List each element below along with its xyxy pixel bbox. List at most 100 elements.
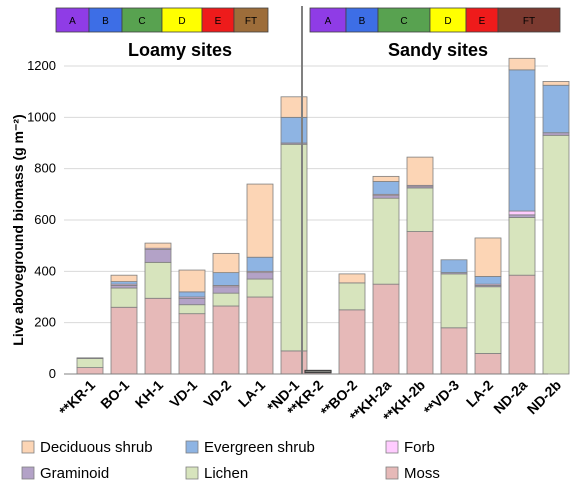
legend-label: Lichen (204, 465, 248, 482)
bar-segment (508, 57, 536, 71)
x-tick-label: KH-1 (132, 377, 167, 412)
bar-segment (246, 296, 274, 375)
color-band (497, 7, 561, 33)
color-band (429, 7, 467, 33)
bar-segment (212, 286, 240, 294)
bar-segment (508, 274, 536, 375)
bar-segment (508, 210, 536, 216)
bar-outline (304, 369, 332, 374)
x-tick-label: ND-2a (490, 377, 530, 417)
bar-segment (338, 273, 366, 284)
bar-segment (474, 286, 502, 354)
color-band (345, 7, 379, 33)
bar-segment (144, 249, 172, 263)
y-tick-label: 1200 (27, 58, 56, 73)
legend-label: Evergreen shrub (204, 439, 315, 456)
color-bands: A B C D E FT A B C D E FT (55, 7, 561, 33)
legend-label: Deciduous shrub (40, 439, 153, 456)
color-band (309, 7, 347, 33)
legend-swatch (185, 440, 199, 454)
bar-segment (406, 187, 434, 232)
color-band (201, 7, 235, 33)
color-band-label: E (215, 16, 222, 27)
bar-segment (212, 272, 240, 286)
bar-segment (440, 273, 468, 329)
color-band-label: B (102, 16, 109, 27)
legend-label: Moss (404, 465, 440, 482)
bar-segment (212, 252, 240, 274)
y-tick-label: 400 (34, 263, 56, 278)
color-band-label: C (400, 16, 407, 27)
bar-segment (110, 287, 138, 308)
bar-segment (406, 156, 434, 186)
color-band-label: B (359, 16, 366, 27)
y-tick-label: 1000 (27, 109, 56, 124)
legend-label: Graminoid (40, 465, 109, 482)
bar-segment (76, 358, 104, 368)
bar-segment (280, 96, 308, 118)
bar-segment (280, 350, 308, 375)
bar-segment (178, 304, 206, 315)
bar-segment (246, 183, 274, 258)
bar-segment (542, 81, 570, 86)
y-tick-label: 600 (34, 212, 56, 227)
x-tick-label: LA-1 (235, 377, 268, 410)
x-tick-label: **VD-3 (421, 377, 463, 419)
color-band-label: E (479, 16, 486, 27)
x-tick-label: BO-1 (97, 377, 132, 412)
bar-segment (178, 297, 206, 306)
bar-segment (372, 181, 400, 195)
bar-segment (110, 274, 138, 282)
bar-segment (474, 237, 502, 277)
color-band (377, 7, 431, 33)
legend-swatch (385, 440, 399, 454)
bar-segment (110, 306, 138, 375)
bar-segment (440, 259, 468, 274)
bar-segment (178, 313, 206, 375)
legend: Deciduous shrub Evergreen shrub Forb Gramin… (21, 439, 440, 482)
y-tick-label: 200 (34, 315, 56, 330)
bar-segment (144, 242, 172, 249)
color-band-label: A (69, 16, 76, 27)
bar-segment (474, 276, 502, 285)
bars (76, 57, 570, 375)
legend-swatch (21, 440, 35, 454)
bar-segment (372, 283, 400, 375)
bar-segment (372, 197, 400, 285)
color-band-label: D (178, 16, 185, 27)
color-band-label: FT (245, 16, 257, 27)
color-band-label: A (325, 16, 332, 27)
color-band-label: C (138, 16, 145, 27)
y-axis-label: Live aboveground biomass (g m⁻²) (10, 114, 26, 345)
bar-segment (76, 367, 104, 375)
bar-segment (212, 292, 240, 307)
x-tick-label: VD-2 (200, 377, 234, 411)
bar-segment (406, 231, 434, 375)
bar-segment (280, 143, 308, 352)
bar-segment (372, 175, 400, 182)
bar-segment (144, 261, 172, 299)
color-band (55, 7, 90, 33)
section-title: Loamy sites (128, 40, 232, 60)
bar-segment (246, 256, 274, 272)
bar-segment (440, 327, 468, 375)
x-tick-label: **KR-1 (56, 377, 98, 419)
y-tick-label: 0 (49, 366, 56, 381)
bar-segment (280, 116, 308, 144)
legend-swatch (185, 466, 199, 480)
bar-segment (246, 278, 274, 298)
bar-segment (474, 353, 502, 375)
bar-segment (144, 297, 172, 375)
bar-segment (508, 217, 536, 276)
section-title: Sandy sites (388, 40, 488, 60)
x-tick-label: ND-2b (524, 377, 564, 417)
bar-segment (542, 134, 570, 375)
legend-label: Forb (404, 439, 435, 456)
color-band-label: D (444, 16, 451, 27)
color-band (465, 7, 499, 33)
color-band (233, 7, 269, 33)
bar-segment (508, 69, 536, 212)
bar-segment (338, 309, 366, 375)
legend-swatch (385, 466, 399, 480)
